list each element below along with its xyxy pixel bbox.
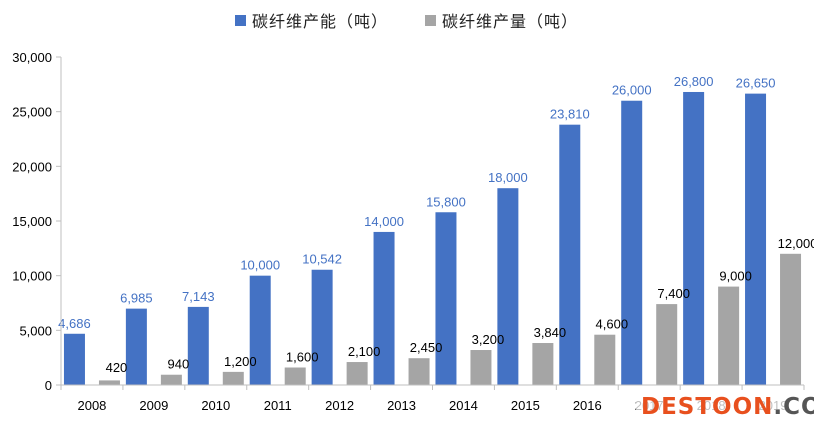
- bar-output: [222, 371, 244, 385]
- bar-capacity: [187, 306, 209, 385]
- y-tick-label: 15,000: [12, 214, 52, 229]
- x-tick-label: 2008: [77, 398, 106, 413]
- data-label-output: 3,840: [534, 325, 567, 340]
- watermark-domain: .COM: [773, 394, 814, 420]
- data-labels: 4,686 420 6,985 940 7,143 1,200 10,000 1,600 10,…: [58, 74, 814, 375]
- data-label-output: 7,400: [657, 286, 690, 301]
- legend: 碳纤维产能（吨） 碳纤维产量（吨）: [235, 12, 578, 31]
- watermark-text: DESTOON.COM: [641, 394, 814, 420]
- data-label-capacity: 6,985: [120, 291, 153, 306]
- bar-capacity: [249, 275, 271, 385]
- y-tick-label: 0: [45, 378, 52, 393]
- bar-output: [284, 367, 306, 385]
- data-label-capacity: 14,000: [364, 214, 404, 229]
- bar-output: [656, 304, 678, 385]
- data-label-capacity: 26,000: [612, 83, 652, 98]
- y-tick-label: 25,000: [12, 105, 52, 120]
- bar-output: [532, 343, 554, 385]
- watermark: DESTOON.COM: [636, 392, 814, 420]
- data-label-capacity: 23,810: [550, 107, 590, 122]
- y-tick-label: 30,000: [12, 50, 52, 65]
- x-tick-label: 2013: [387, 398, 416, 413]
- x-tick-label: 2015: [511, 398, 540, 413]
- x-tick-label: 2012: [325, 398, 354, 413]
- data-label-capacity: 18,000: [488, 170, 528, 185]
- bar-capacity: [497, 188, 519, 385]
- y-tick-label: 10,000: [12, 269, 52, 284]
- bar-capacity: [311, 269, 333, 385]
- data-label-output: 2,450: [410, 340, 443, 355]
- y-tick-label: 5,000: [19, 323, 52, 338]
- data-label-output: 4,600: [596, 317, 629, 332]
- legend-swatch-output: [425, 15, 436, 26]
- x-tick-label: 2016: [573, 398, 602, 413]
- data-label-output: 3,200: [472, 332, 505, 347]
- bar-capacity: [683, 91, 705, 385]
- watermark-brand: DESTOON: [641, 394, 773, 420]
- bar-capacity: [125, 308, 147, 385]
- data-label-capacity: 10,542: [302, 252, 342, 267]
- legend-label-output: 碳纤维产量（吨）: [442, 12, 578, 31]
- y-tick-label: 20,000: [12, 159, 52, 174]
- data-label-output: 12,000: [778, 236, 814, 251]
- bar-output: [594, 334, 616, 385]
- data-label-output: 1,200: [224, 354, 257, 369]
- bar-output: [160, 374, 182, 385]
- data-label-output: 9,000: [719, 269, 752, 284]
- bars: [63, 91, 802, 386]
- bar-capacity: [63, 333, 85, 385]
- x-tick-label: 2014: [449, 398, 478, 413]
- data-label-output: 1,600: [286, 350, 319, 365]
- legend-label-capacity: 碳纤维产能（吨）: [252, 12, 388, 31]
- watermark-backdrop: [636, 392, 806, 418]
- legend-swatch-capacity: [235, 15, 246, 26]
- bar-output: [408, 358, 430, 385]
- x-tick-label: 2009: [139, 398, 168, 413]
- data-label-capacity: 26,650: [736, 76, 776, 91]
- bar-output: [98, 380, 120, 385]
- bar-capacity: [373, 231, 395, 385]
- data-label-output: 2,100: [348, 344, 381, 359]
- data-label-capacity: 7,143: [182, 289, 215, 304]
- data-label-capacity: 10,000: [240, 258, 280, 273]
- bar-output: [780, 253, 802, 385]
- data-label-capacity: 15,800: [426, 194, 466, 209]
- bar-capacity: [435, 212, 457, 385]
- bar-output: [346, 362, 368, 385]
- data-label-capacity: 4,686: [58, 316, 91, 331]
- bar-capacity: [621, 100, 643, 385]
- data-label-output: 940: [168, 357, 190, 372]
- bar-capacity: [559, 124, 581, 385]
- bar-capacity: [745, 93, 767, 386]
- x-tick-label: 2010: [201, 398, 230, 413]
- bar-output: [718, 286, 740, 385]
- y-axis: 0 5,000 10,000 15,000 20,000 25,000 30,000: [12, 50, 61, 393]
- data-label-capacity: 26,800: [674, 74, 714, 89]
- data-label-output: 420: [106, 360, 128, 375]
- bar-output: [470, 350, 492, 385]
- x-tick-label: 2011: [264, 398, 292, 413]
